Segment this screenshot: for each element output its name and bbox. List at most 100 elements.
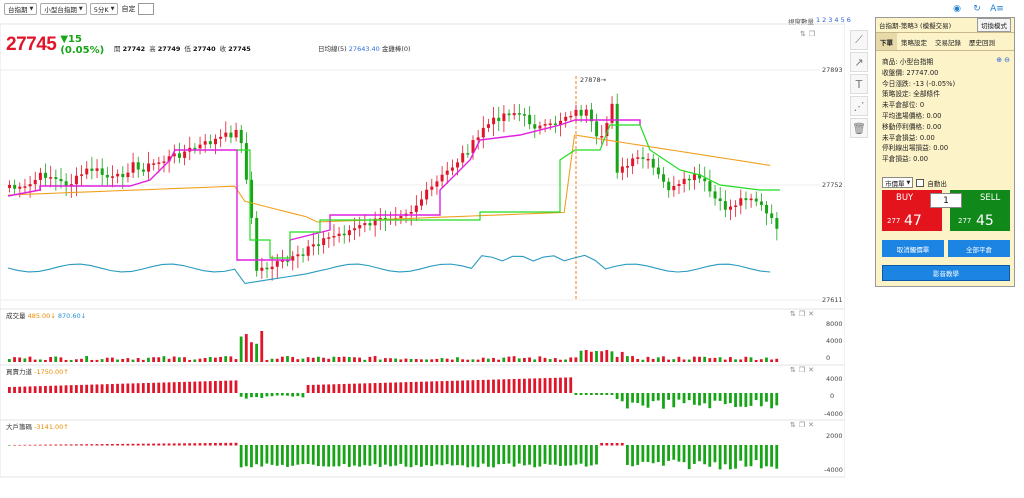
candle-body xyxy=(548,123,552,126)
force-bar xyxy=(579,393,583,395)
switch-mode-button[interactable]: 切換模式 xyxy=(977,18,1011,32)
view-count-3[interactable]: 3 xyxy=(828,16,833,24)
chart-area[interactable] xyxy=(0,0,845,498)
force-bar xyxy=(378,382,382,393)
candle-body xyxy=(64,181,68,187)
view-count: 視窗數量 1 2 3 4 5 6 xyxy=(788,16,851,26)
big-player-bar xyxy=(770,445,773,467)
big-player-bar xyxy=(698,445,701,462)
auto-exit-checkbox[interactable] xyxy=(916,178,925,187)
copy-icon[interactable]: ❐ xyxy=(798,366,806,374)
volume-bar xyxy=(234,359,238,362)
force-bar xyxy=(476,380,480,393)
copy-icon[interactable]: ❐ xyxy=(798,421,806,429)
fan-tool-icon[interactable]: ⋰ xyxy=(850,96,868,116)
view-count-2[interactable]: 2 xyxy=(822,16,827,24)
chevron-down-icon: ▼ xyxy=(110,6,115,12)
volume-bar xyxy=(775,358,779,362)
force-bar xyxy=(270,393,274,397)
candle-body xyxy=(775,218,779,229)
force-bar xyxy=(33,386,37,393)
period-select[interactable]: 5分K ▼ xyxy=(89,3,119,15)
volume-bar xyxy=(327,358,331,362)
big-player-bar xyxy=(198,443,202,446)
view-count-1[interactable]: 1 xyxy=(816,16,821,24)
close-icon[interactable]: ✕ xyxy=(808,310,815,318)
big-player-bar xyxy=(492,445,495,468)
copy-icon[interactable]: ❐ xyxy=(798,310,806,318)
big-player-bar xyxy=(723,445,727,465)
force-bar xyxy=(692,393,696,405)
location-pin-icon[interactable]: ◉ xyxy=(953,4,961,14)
copy-icon[interactable]: ❐ xyxy=(808,30,816,38)
cancel-stop-order-button[interactable]: 取消觸價單 xyxy=(882,240,944,257)
candle-body xyxy=(234,129,238,138)
big-player-bar xyxy=(18,444,22,446)
custom-period-input[interactable] xyxy=(138,3,155,15)
settings-icon[interactable]: ⇅ xyxy=(790,421,796,429)
high-value: 27749 xyxy=(157,45,181,53)
font-size-icon[interactable]: A≡ xyxy=(990,4,1004,14)
order-type-select[interactable]: 市價單 ▼ xyxy=(882,177,914,188)
candle-body xyxy=(533,124,537,129)
volume-bar xyxy=(517,358,521,362)
quantity-input[interactable]: 1 xyxy=(930,193,962,208)
video-tutorial-button[interactable]: 影音教學 xyxy=(882,265,1010,281)
view-count-6[interactable]: 6 xyxy=(846,16,851,24)
symbol-select[interactable]: 台指期 ▼ xyxy=(4,3,38,15)
force-bar xyxy=(265,393,269,397)
info-line: 今日漲跌: -13 (-0.05%) xyxy=(882,79,956,88)
force-bar xyxy=(306,385,310,393)
chevron-down-icon: ▼ xyxy=(29,6,34,12)
volume-bar xyxy=(538,356,542,362)
big-player-bar xyxy=(131,443,135,446)
ray-tool-icon[interactable]: ↗ xyxy=(850,52,868,72)
tab-backtest[interactable]: 歷史回測 xyxy=(969,38,995,47)
volume-bar xyxy=(595,350,598,362)
zoom-out-icon[interactable]: ⊖ xyxy=(1004,56,1010,64)
candle-body xyxy=(466,153,470,155)
volume-bar xyxy=(548,359,552,362)
settings-icon[interactable]: ⇅ xyxy=(790,366,796,374)
candle-body xyxy=(203,141,207,145)
force-bar xyxy=(152,382,155,393)
line-tool-icon[interactable]: ⟋ xyxy=(850,30,868,50)
force-bar xyxy=(749,393,753,406)
force-bar xyxy=(507,379,511,393)
settings-icon[interactable]: ⇅ xyxy=(800,30,806,38)
big-player-bar xyxy=(729,445,732,470)
close-icon[interactable]: ✕ xyxy=(808,366,815,374)
close-icon[interactable]: ✕ xyxy=(808,421,815,429)
force-bar xyxy=(646,393,650,408)
view-count-4[interactable]: 4 xyxy=(834,16,839,24)
force-bar xyxy=(497,379,501,393)
flatten-all-button[interactable]: 全部平倉 xyxy=(948,240,1010,257)
big-player-bars xyxy=(8,442,779,470)
volume-bar xyxy=(90,359,94,362)
force-bar xyxy=(445,380,449,393)
big-player-bar xyxy=(203,443,207,446)
contract-select[interactable]: 小型台指期 ▼ xyxy=(40,3,87,15)
sell-button[interactable]: SELL 277 45 xyxy=(950,190,1010,231)
force-bar xyxy=(358,383,361,393)
settings-icon[interactable]: ⇅ xyxy=(790,310,796,318)
peak-annotation: 27878→ xyxy=(580,76,607,84)
big-player-bar xyxy=(105,444,109,446)
tab-records[interactable]: 交易記錄 xyxy=(935,38,961,47)
force-bar xyxy=(105,384,109,393)
candle-body xyxy=(239,129,243,144)
force-bar xyxy=(631,393,634,403)
volume-bar xyxy=(420,359,423,362)
force-bar xyxy=(260,393,264,399)
volume-bar xyxy=(502,357,506,362)
trash-icon[interactable]: 🗑 xyxy=(850,118,868,138)
text-tool-icon[interactable]: T xyxy=(850,74,868,94)
refresh-icon[interactable]: ↻ xyxy=(973,4,981,14)
big-player-bar xyxy=(260,445,264,467)
big-player-bar xyxy=(620,443,624,446)
view-count-5[interactable]: 5 xyxy=(840,16,845,24)
tab-order[interactable]: 下單 xyxy=(876,33,897,50)
zoom-in-icon[interactable]: ⊕ xyxy=(996,56,1003,64)
candle-body xyxy=(177,153,181,158)
tab-strategy[interactable]: 策略設定 xyxy=(901,38,927,47)
